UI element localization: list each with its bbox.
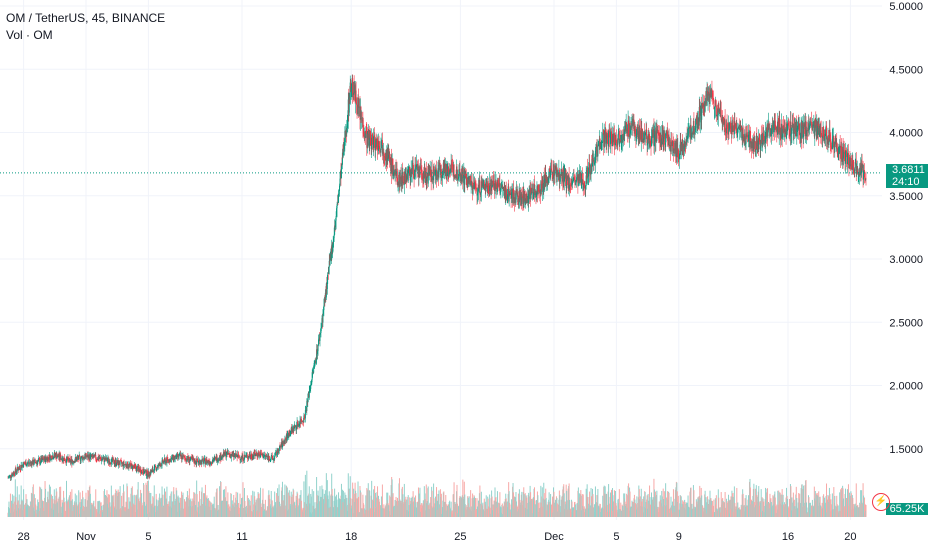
candle-body [642,131,643,138]
volume-bar [310,494,311,517]
candle-body [136,467,137,471]
candle-body [463,177,464,183]
candle-body [516,189,517,193]
candle-body [691,133,692,138]
volume-bar [866,505,867,517]
volume-bar [242,482,243,517]
candle-body [189,461,190,463]
candle-body [147,476,148,477]
volume-bar [389,495,390,517]
candle-body [226,455,227,458]
candle-body [637,127,638,132]
candle-body [628,121,629,137]
candle-body [175,457,176,459]
candle-body [269,456,270,459]
candle-body [486,183,487,186]
candle-body [592,166,593,172]
candle-body [651,136,652,146]
candle-body [572,181,573,184]
volume-bar [826,484,827,517]
candle-body [339,179,340,186]
candle-body [35,460,36,463]
candle-body [773,128,774,132]
candle-body [664,134,665,145]
candle-body [171,458,172,462]
candle-body [294,428,295,431]
candle-body [120,460,121,464]
candle-body [373,136,374,148]
candle-body [721,110,722,120]
volume-bar [352,483,353,517]
candle-body [57,457,58,459]
candle-body [352,78,353,94]
candle-body [247,455,248,458]
candle-body [284,439,285,444]
candle-body [383,152,384,157]
volume-bar [441,494,442,517]
volume-bars [8,471,867,517]
candle-body [667,132,668,141]
candle-body [541,181,542,184]
candle-body [34,460,35,463]
volume-bar [78,490,79,517]
candle-body [725,119,726,129]
volume-bar [147,481,148,517]
candle-body [608,131,609,146]
candle-body [357,105,358,113]
candlesticks [8,75,867,481]
grid-lines [0,0,882,520]
candle-body [413,174,414,178]
candle-body [103,458,104,459]
candle-body [403,176,404,182]
candle-body [711,89,712,90]
candle-body [95,455,96,459]
volume-bar [86,493,87,517]
candle-body [716,105,717,116]
candle-body [610,132,611,144]
candle-body [597,146,598,156]
candle-body [48,457,49,458]
candle-body [144,472,145,474]
